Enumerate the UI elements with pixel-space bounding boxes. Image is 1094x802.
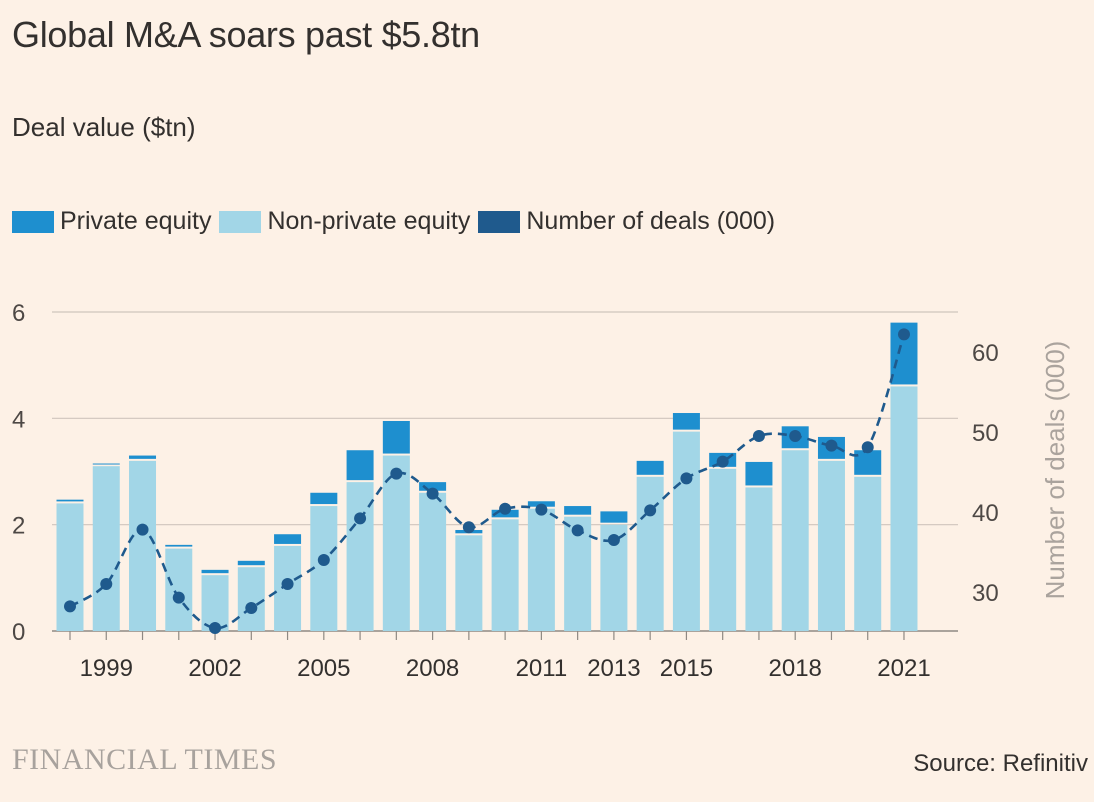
bar-private-equity bbox=[564, 506, 592, 515]
y-left-tick-label: 6 bbox=[12, 300, 25, 327]
legend-item-number-of-deals: Number of deals (000) bbox=[478, 207, 775, 236]
deals-point bbox=[426, 487, 439, 500]
bar-private-equity bbox=[274, 534, 302, 544]
deals-point bbox=[825, 439, 838, 452]
bar-private-equity bbox=[672, 413, 700, 430]
bar-non-private-equity bbox=[709, 468, 737, 631]
deals-point bbox=[281, 578, 294, 590]
bar-private-equity bbox=[129, 455, 157, 459]
deals-point bbox=[172, 591, 185, 604]
y-left-tick-label: 0 bbox=[12, 619, 25, 646]
legend-item-private-equity: Private equity bbox=[12, 207, 211, 236]
bar-non-private-equity bbox=[854, 476, 882, 631]
deals-point bbox=[136, 523, 149, 536]
bar-private-equity bbox=[854, 450, 882, 475]
y-left-tick-label: 4 bbox=[12, 406, 25, 433]
x-tick-label: 2011 bbox=[516, 655, 568, 682]
bar-private-equity bbox=[201, 569, 229, 574]
deals-point bbox=[571, 524, 584, 537]
y-right-axis-label: Number of deals (000) bbox=[1040, 341, 1070, 600]
deals-point bbox=[354, 512, 367, 525]
deals-point bbox=[462, 521, 475, 534]
bar-non-private-equity bbox=[455, 535, 483, 631]
legend-label-non-private-equity: Non-private equity bbox=[267, 207, 471, 235]
y-right-tick-label: 40 bbox=[972, 500, 999, 527]
deals-point bbox=[245, 602, 258, 614]
y-right-tick-label: 50 bbox=[972, 420, 999, 447]
bar-private-equity bbox=[600, 511, 628, 523]
legend-item-non-private-equity: Non-private equity bbox=[219, 207, 470, 236]
bar-private-equity bbox=[636, 460, 664, 475]
bar-private-equity bbox=[745, 461, 773, 486]
ft-brand: FINANCIAL TIMES bbox=[12, 743, 278, 776]
chart-title: Global M&A soars past $5.8tn bbox=[12, 14, 480, 55]
deals-point bbox=[607, 534, 620, 546]
bar-private-equity bbox=[346, 450, 374, 481]
bar-non-private-equity bbox=[382, 455, 410, 631]
deals-point bbox=[752, 430, 765, 442]
x-tick-label: 2018 bbox=[769, 655, 822, 682]
bar-non-private-equity bbox=[781, 450, 809, 631]
bar-non-private-equity bbox=[201, 575, 229, 631]
deals-point bbox=[499, 502, 512, 515]
deals-point bbox=[390, 467, 403, 480]
bar-private-equity bbox=[92, 463, 120, 465]
deals-point bbox=[861, 441, 874, 454]
deals-line bbox=[69, 334, 906, 630]
bar-non-private-equity bbox=[672, 431, 700, 631]
bar-non-private-equity bbox=[237, 567, 265, 631]
x-tick-label: 2021 bbox=[877, 655, 930, 682]
y-right-tick-label: 30 bbox=[972, 580, 999, 607]
bar-private-equity bbox=[310, 492, 338, 505]
x-tick-label: 2005 bbox=[297, 655, 350, 682]
bar-private-equity bbox=[237, 560, 265, 566]
bar-non-private-equity bbox=[817, 460, 845, 631]
bar-non-private-equity bbox=[491, 519, 519, 631]
y-right-tick-label: 60 bbox=[972, 340, 999, 367]
legend-label-private-equity: Private equity bbox=[60, 207, 212, 235]
legend-label-number-of-deals: Number of deals (000) bbox=[526, 207, 776, 235]
bar-non-private-equity bbox=[745, 487, 773, 631]
bar-non-private-equity bbox=[92, 466, 120, 631]
bar-non-private-equity bbox=[636, 476, 664, 631]
deals-point bbox=[64, 600, 76, 613]
deals-point bbox=[317, 554, 330, 566]
source-note: Source: Refinitiv bbox=[913, 750, 1088, 777]
deals-point bbox=[209, 622, 222, 634]
bar-private-equity bbox=[419, 482, 447, 491]
bar-non-private-equity bbox=[527, 508, 555, 631]
legend: Private equity Non-private equity Number… bbox=[12, 207, 783, 236]
bar-non-private-equity bbox=[129, 460, 157, 631]
deals-point bbox=[535, 503, 548, 516]
chart-subtitle: Deal value ($tn) bbox=[12, 112, 196, 142]
legend-swatch-number-of-deals bbox=[478, 210, 521, 233]
legend-swatch-non-private-equity bbox=[219, 210, 262, 233]
legend-swatch-private-equity bbox=[12, 210, 54, 233]
x-tick-label: 2015 bbox=[660, 655, 713, 682]
deals-point bbox=[716, 455, 729, 468]
deals-point bbox=[789, 430, 802, 442]
y-left-tick-label: 2 bbox=[12, 513, 25, 540]
deals-point bbox=[680, 472, 693, 485]
deals-point bbox=[644, 504, 657, 517]
bar-private-equity bbox=[165, 544, 193, 547]
x-tick-label: 2013 bbox=[587, 655, 640, 682]
bar-private-equity bbox=[56, 499, 84, 502]
x-tick-label: 2002 bbox=[188, 655, 241, 682]
bar-private-equity bbox=[382, 420, 410, 454]
bar-non-private-equity bbox=[165, 548, 193, 631]
bar-non-private-equity bbox=[419, 492, 447, 631]
x-tick-label: 1999 bbox=[80, 655, 133, 682]
deals-point bbox=[100, 578, 113, 590]
x-tick-label: 2008 bbox=[406, 655, 459, 682]
deals-point bbox=[897, 328, 910, 341]
bar-non-private-equity bbox=[890, 386, 918, 631]
